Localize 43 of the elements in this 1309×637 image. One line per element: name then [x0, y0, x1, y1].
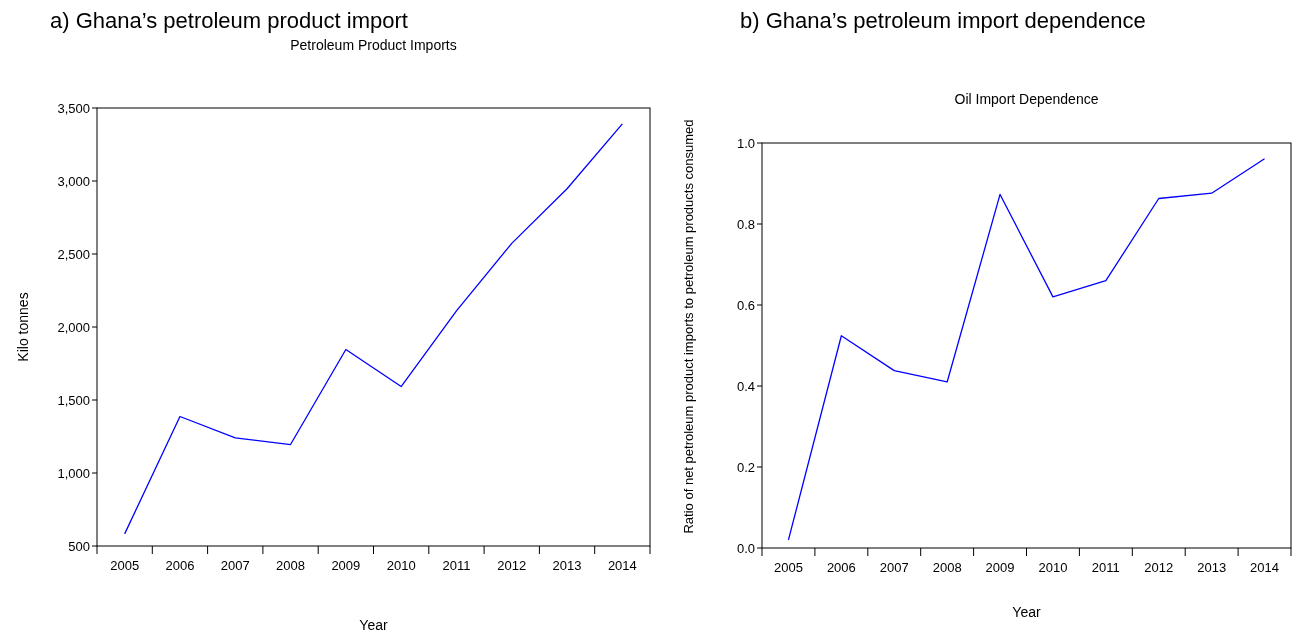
- x-tick-label: 2014: [1250, 560, 1280, 575]
- x-tick-label: 2009: [985, 560, 1015, 575]
- chart-subtitle: Oil Import Dependence: [954, 91, 1099, 107]
- x-tick-label: 2013: [552, 558, 582, 573]
- y-tick-label: 2,500: [57, 246, 90, 262]
- x-axis-title: Year: [1012, 604, 1041, 620]
- y-tick-label: 3,000: [57, 173, 90, 189]
- x-tick-label: 2012: [1144, 560, 1174, 575]
- x-tick-label: 2013: [1197, 560, 1227, 575]
- x-tick-label: 2009: [331, 558, 361, 573]
- line-series: [787, 158, 1266, 541]
- y-tick-label: 0.0: [736, 540, 755, 556]
- x-tick-label: 2011: [1091, 560, 1120, 575]
- x-tick-label: 2008: [276, 558, 306, 573]
- x-tick-label: 2007: [879, 560, 909, 575]
- x-tick-label: 2012: [497, 558, 527, 573]
- x-tick-label: 2005: [773, 560, 803, 575]
- x-tick-label: 2011: [442, 558, 471, 573]
- x-tick-label: 2014: [607, 558, 637, 573]
- line-series: [124, 123, 623, 535]
- y-tick-label: 2,000: [57, 319, 90, 335]
- y-tick-label: 1,000: [57, 465, 90, 481]
- x-tick-label: 2010: [1038, 560, 1068, 575]
- x-tick-label: 2005: [110, 558, 140, 573]
- y-tick-label: 1,500: [57, 392, 90, 408]
- y-axis-title: Ratio of net petroleum product imports to petroleum products consumed: [681, 119, 696, 534]
- x-tick-label: 2008: [932, 560, 962, 575]
- y-tick-label: 0.4: [736, 378, 755, 394]
- y-tick-label: 0.2: [736, 459, 755, 475]
- chart-title: b) Ghana’s petroleum import dependence: [740, 8, 1146, 33]
- y-tick-label: 0.6: [736, 297, 755, 313]
- y-tick-label: 3,500: [57, 100, 90, 116]
- x-tick-label: 2006: [165, 558, 195, 573]
- x-tick-label: 2006: [826, 560, 856, 575]
- x-tick-label: 2010: [386, 558, 416, 573]
- x-tick-label: 2007: [220, 558, 250, 573]
- y-axis-title: Kilo tonnes: [15, 292, 31, 362]
- y-tick-label: 0.8: [736, 216, 755, 232]
- y-tick-label: 500: [68, 538, 90, 554]
- x-axis-title: Year: [359, 617, 388, 633]
- chart-subtitle: Petroleum Product Imports: [290, 37, 457, 53]
- y-tick-label: 1.0: [736, 135, 755, 151]
- chart-title: a) Ghana’s petroleum product import: [50, 8, 408, 33]
